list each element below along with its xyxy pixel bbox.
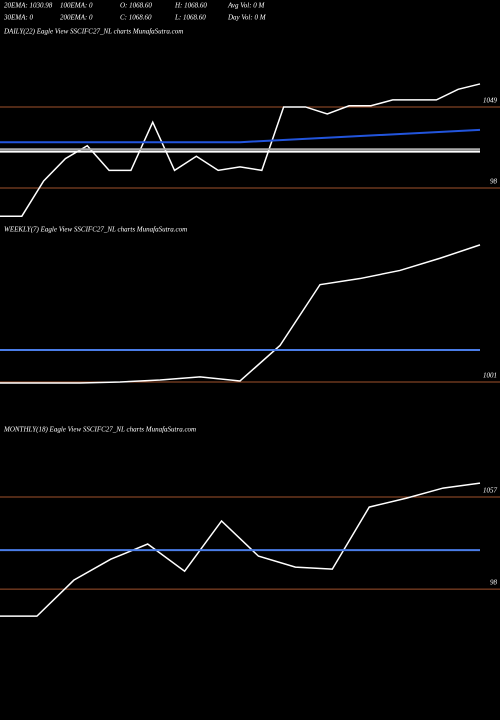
panel-title: WEEKLY(7) Eagle View SSCIFC27_NL charts … <box>4 226 187 234</box>
header-stat: 200EMA: 0 <box>60 14 93 22</box>
y-tick-label: 1057 <box>483 487 498 495</box>
header-stat: Avg Vol: 0 M <box>227 2 266 10</box>
indicator-line <box>0 128 481 144</box>
header-stat: 30EMA: 0 <box>3 14 33 22</box>
header-stat: H: 1068.60 <box>174 2 207 10</box>
header-stat: C: 1068.60 <box>120 14 152 22</box>
y-tick-label: 98 <box>490 579 498 587</box>
panel-title: MONTHLY(18) Eagle View SSCIFC27_NL chart… <box>3 426 196 434</box>
header-stat: L: 1068.60 <box>174 14 206 22</box>
price-line <box>0 244 481 384</box>
header-stat: 20EMA: 1030.98 <box>4 2 53 10</box>
y-tick-label: 98 <box>490 178 498 186</box>
header-stat: Day Vol: 0 M <box>227 14 267 22</box>
header-stat: 100EMA: 0 <box>60 2 93 10</box>
y-tick-label: 1001 <box>483 372 497 380</box>
y-tick-label: 1049 <box>483 97 498 105</box>
header-stat: O: 1068.60 <box>120 2 152 10</box>
panel-title: DAILY(22) Eagle View SSCIFC27_NL charts … <box>3 28 183 36</box>
price-line <box>0 482 481 617</box>
